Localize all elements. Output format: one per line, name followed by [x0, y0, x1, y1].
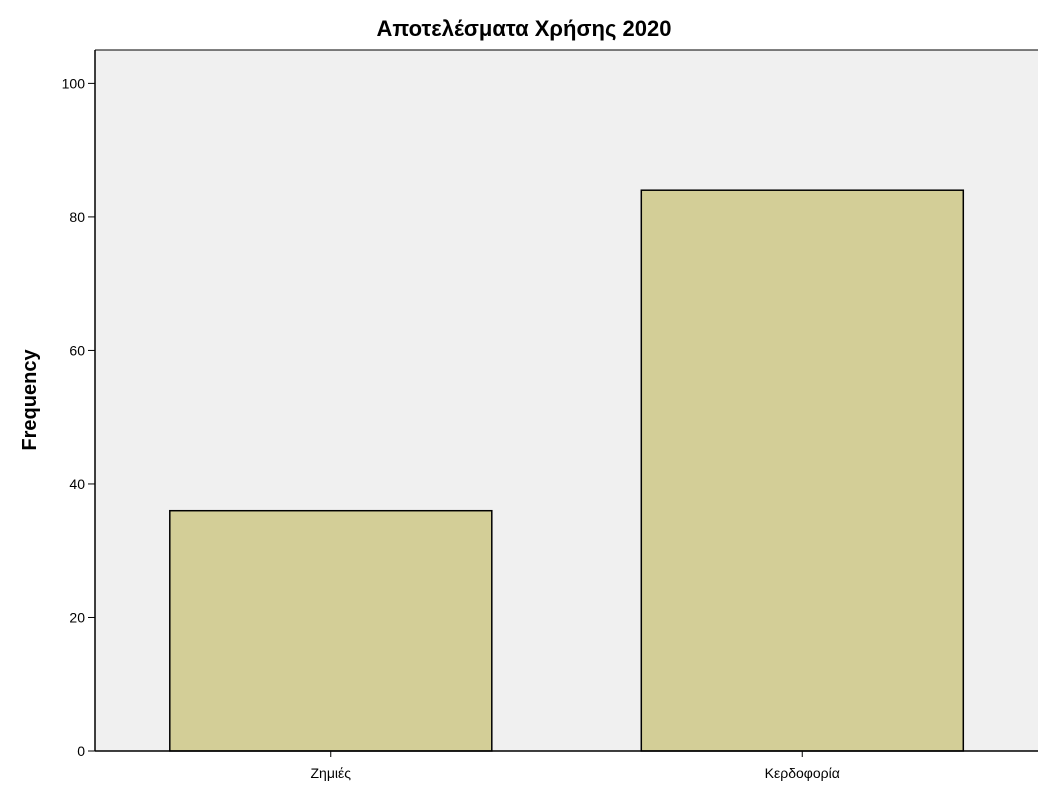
- y-tick-label: 40: [69, 476, 85, 492]
- bar: [169, 509, 493, 752]
- bar: [640, 189, 965, 752]
- y-axis-label: Frequency: [19, 349, 41, 451]
- y-tick-label: 20: [69, 609, 85, 625]
- y-tick-label: 100: [62, 75, 86, 91]
- y-tick-label: 80: [69, 209, 85, 225]
- x-tick-label: Κερδοφορία: [765, 765, 840, 781]
- y-tick-label: 60: [69, 342, 85, 358]
- bars-layer: [169, 189, 965, 752]
- y-tick-label: 0: [77, 743, 85, 759]
- axes-layer: Ζημιές Κερδοφορία 0 20 40 60 80 100: [62, 49, 1038, 781]
- chart-title: Αποτελέσματα Χρήσης 2020: [377, 16, 672, 41]
- x-tick-label: Ζημιές: [310, 765, 351, 781]
